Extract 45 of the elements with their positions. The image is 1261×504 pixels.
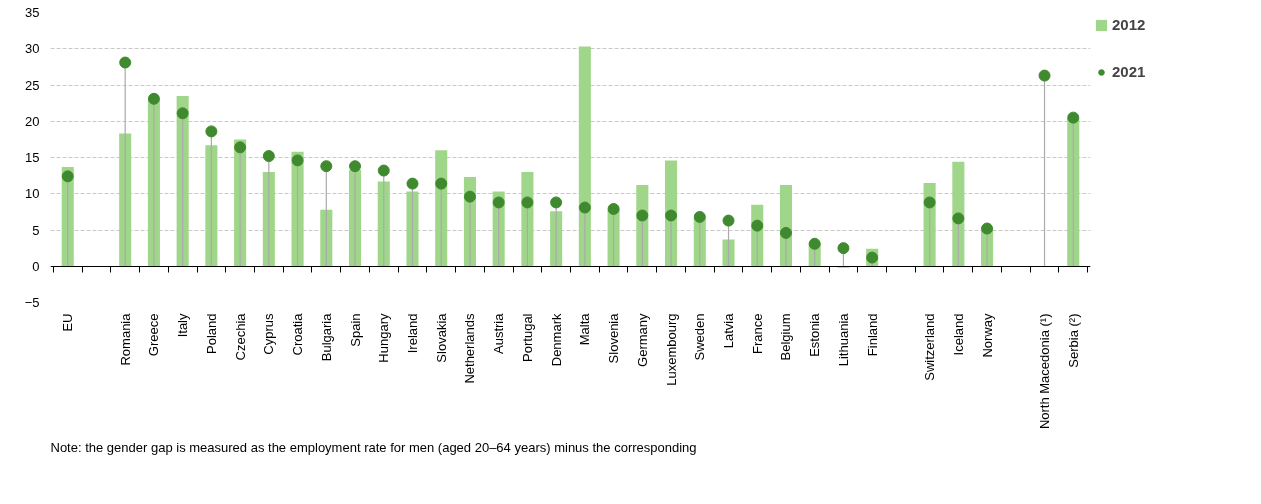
x-tick-label: Germany — [634, 313, 650, 367]
x-tick-label: Poland — [203, 313, 219, 354]
x-tick-label: Hungary — [376, 313, 392, 363]
x-tick-label: Slovakia — [433, 312, 449, 363]
legend-label: 2012 — [1112, 16, 1146, 33]
y-tick-label: −5 — [24, 295, 40, 310]
x-tick-label: Malta — [577, 312, 593, 346]
x-tick-label: EU — [60, 313, 76, 332]
y-tick-label: 5 — [32, 222, 40, 238]
y-tick-label: 15 — [25, 150, 40, 165]
y-tick-label: 35 — [25, 5, 40, 20]
x-tick-label: Greece — [146, 313, 162, 357]
x-tick-label: North Macedonia (¹) — [1037, 313, 1053, 430]
y-tick-label: 10 — [25, 186, 40, 202]
x-tick-label: Ireland — [404, 313, 420, 354]
x-tick-label: Austria — [491, 312, 507, 354]
x-tick-label: Netherlands — [462, 313, 478, 384]
x-tick-label: Norway — [979, 313, 995, 358]
x-tick-label: Italy — [175, 313, 191, 338]
x-tick-label: Serbia (²) — [1065, 313, 1081, 368]
x-tick-label: Denmark — [548, 313, 564, 367]
x-tick-label: Czechia — [232, 312, 248, 361]
y-tick-label: 0 — [32, 258, 40, 274]
legend-label: 2021 — [1112, 63, 1146, 80]
x-tick-label: Bulgaria — [318, 312, 334, 362]
x-tick-label: Lithuania — [835, 312, 851, 367]
x-tick-label: Switzerland — [922, 313, 938, 381]
x-tick-label: Estonia — [807, 312, 823, 357]
x-tick-label: Finland — [864, 313, 880, 357]
x-tick-label: Latvia — [721, 312, 737, 349]
x-tick-label: Cyprus — [261, 313, 277, 355]
text: Note: the gender gap is measured as the employment rate for men (aged 20–64 years) minus the corresponding — [50, 439, 697, 455]
y-tick-label: 30 — [25, 41, 40, 57]
x-tick-label: Croatia — [290, 312, 306, 356]
x-tick-label: Slovenia — [606, 312, 622, 364]
x-tick-label: Sweden — [692, 313, 708, 361]
x-tick-label: Iceland — [950, 313, 966, 356]
x-tick-label: Portugal — [519, 313, 535, 362]
y-tick-label: 20 — [25, 113, 40, 129]
x-tick-label: Spain — [347, 313, 363, 347]
x-tick-label: Romania — [117, 312, 133, 366]
y-tick-label: 25 — [25, 77, 40, 93]
x-tick-label: Luxembourg — [663, 313, 679, 386]
x-tick-label: Belgium — [778, 313, 794, 361]
x-tick-label: France — [749, 313, 765, 354]
